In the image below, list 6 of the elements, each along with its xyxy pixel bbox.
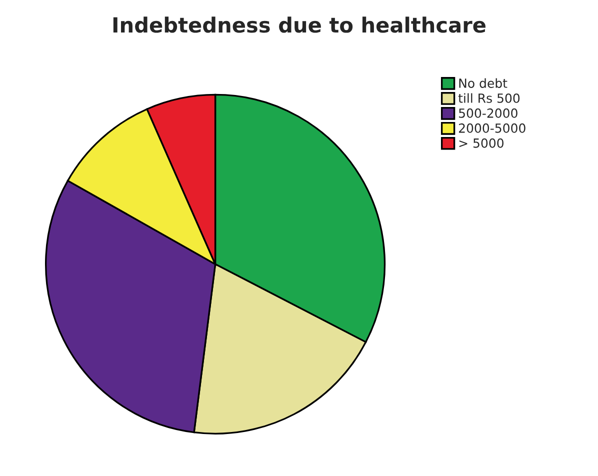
legend-label: till Rs 500 (458, 93, 520, 103)
legend-label: 500-2000 (459, 108, 518, 118)
legend-label: No debt (459, 78, 508, 88)
legend-label: > 5000 (459, 138, 504, 148)
chart-title: Indebtedness due to healthcare (113, 16, 486, 33)
legend-label: 2000-5000 (458, 123, 526, 133)
